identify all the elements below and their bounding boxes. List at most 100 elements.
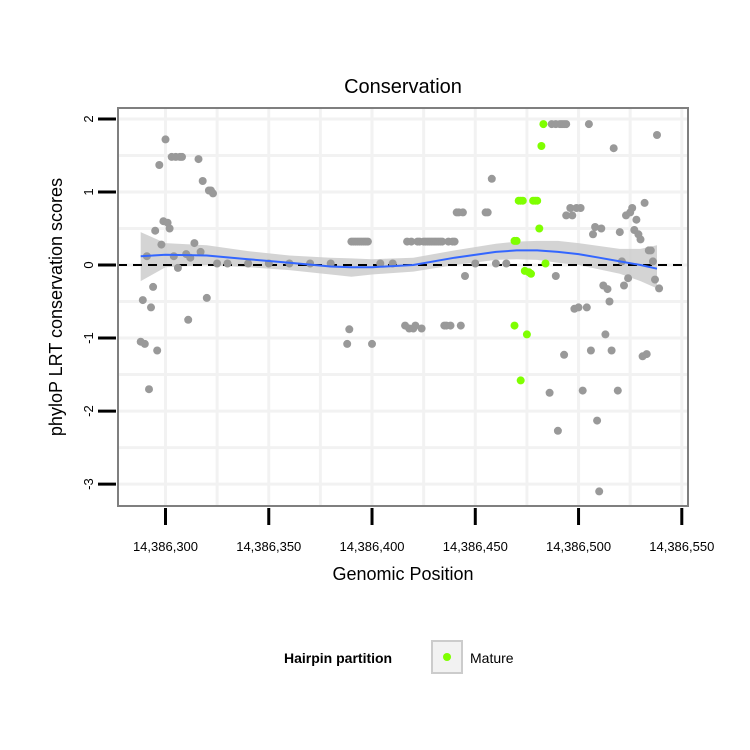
point-other	[584, 120, 593, 129]
smooth-confidence-band	[140, 232, 657, 289]
point-mature	[527, 269, 535, 278]
point-other	[196, 247, 205, 256]
point-other	[149, 282, 158, 291]
y-tick-label: 1	[81, 188, 96, 195]
point-other	[173, 263, 182, 272]
point-other	[165, 224, 174, 233]
x-axis-title: Genomic Position	[332, 564, 473, 584]
legend-label-mature: Mature	[470, 650, 514, 666]
x-tick-label: 14,386,400	[339, 539, 404, 554]
point-other	[576, 204, 585, 212]
point-other	[458, 208, 467, 217]
point-other	[605, 297, 614, 306]
point-other	[636, 235, 645, 244]
y-tick-label: -2	[81, 405, 96, 417]
legend-title: Hairpin partition	[284, 650, 392, 666]
point-mature	[522, 330, 531, 339]
point-other	[376, 259, 385, 268]
legend: Hairpin partition Mature	[284, 640, 514, 674]
point-other	[593, 416, 602, 425]
point-other	[138, 296, 147, 305]
point-other	[157, 240, 166, 249]
point-other	[562, 211, 571, 220]
point-other	[140, 339, 149, 348]
point-mature	[535, 224, 544, 233]
point-other	[487, 174, 496, 183]
point-other	[597, 224, 606, 233]
x-tick-label: 14,386,300	[133, 539, 198, 554]
point-other	[615, 228, 624, 237]
point-mature	[516, 376, 525, 385]
point-other	[591, 223, 600, 231]
panel-border	[117, 107, 689, 507]
point-other	[603, 285, 612, 294]
x-tick-label: 14,386,550	[649, 539, 714, 554]
point-other	[601, 330, 610, 339]
y-axis: -3 -2 -1 0 1 2	[81, 115, 116, 490]
point-other	[607, 346, 616, 355]
point-other	[566, 204, 575, 212]
point-other	[190, 239, 199, 248]
y-tick-label: 0	[81, 261, 96, 268]
legend-key-mature	[443, 653, 451, 661]
point-other	[578, 386, 587, 395]
point-other	[628, 204, 637, 212]
point-other	[194, 155, 203, 164]
point-other	[417, 324, 426, 333]
point-other	[209, 189, 217, 198]
point-other	[153, 346, 162, 355]
x-tick-label: 14,386,450	[443, 539, 508, 554]
point-other	[147, 303, 155, 312]
point-other	[202, 293, 211, 302]
point-other	[145, 385, 153, 394]
point-other	[586, 346, 595, 355]
plot-panel	[118, 108, 688, 506]
point-other	[553, 426, 562, 435]
point-other	[648, 257, 657, 266]
point-other	[178, 152, 186, 161]
point-other	[609, 144, 618, 153]
point-other	[471, 259, 480, 268]
point-other	[368, 339, 376, 348]
point-other	[624, 274, 633, 283]
point-other	[446, 321, 455, 330]
smooth-curve	[140, 249, 658, 270]
point-other	[653, 131, 661, 139]
y-tick-label: -1	[81, 332, 96, 344]
point-other	[651, 275, 659, 284]
point-other	[461, 272, 469, 280]
loess-line	[140, 249, 658, 270]
point-other	[646, 246, 655, 255]
point-other	[151, 226, 160, 235]
point-mature	[541, 259, 550, 268]
point-mature	[533, 196, 542, 205]
point-other	[169, 252, 178, 261]
point-other	[483, 208, 492, 217]
point-mature	[537, 142, 546, 150]
x-tick-label: 14,386,350	[236, 539, 301, 554]
point-mature	[512, 236, 521, 245]
point-mature	[518, 196, 527, 205]
point-other	[655, 284, 664, 293]
point-other	[223, 259, 232, 268]
point-other	[491, 259, 500, 268]
point-other	[640, 198, 649, 207]
point-mature	[539, 120, 548, 129]
point-other	[582, 303, 591, 312]
point-other	[244, 259, 253, 268]
point-other	[343, 339, 352, 348]
legend-key-box	[431, 640, 463, 674]
y-tick-label: 2	[81, 115, 96, 122]
point-other	[589, 230, 597, 239]
point-other	[155, 161, 164, 169]
confidence-band	[140, 232, 657, 289]
chart-title: Conservation	[344, 76, 462, 98]
point-other	[345, 325, 354, 334]
point-other	[545, 388, 554, 397]
point-other	[620, 281, 628, 290]
x-axis: 14,386,300 14,386,350 14,386,400 14,386,450…	[133, 508, 714, 554]
point-other	[407, 237, 416, 246]
point-mature	[510, 321, 519, 330]
point-other	[456, 321, 465, 330]
